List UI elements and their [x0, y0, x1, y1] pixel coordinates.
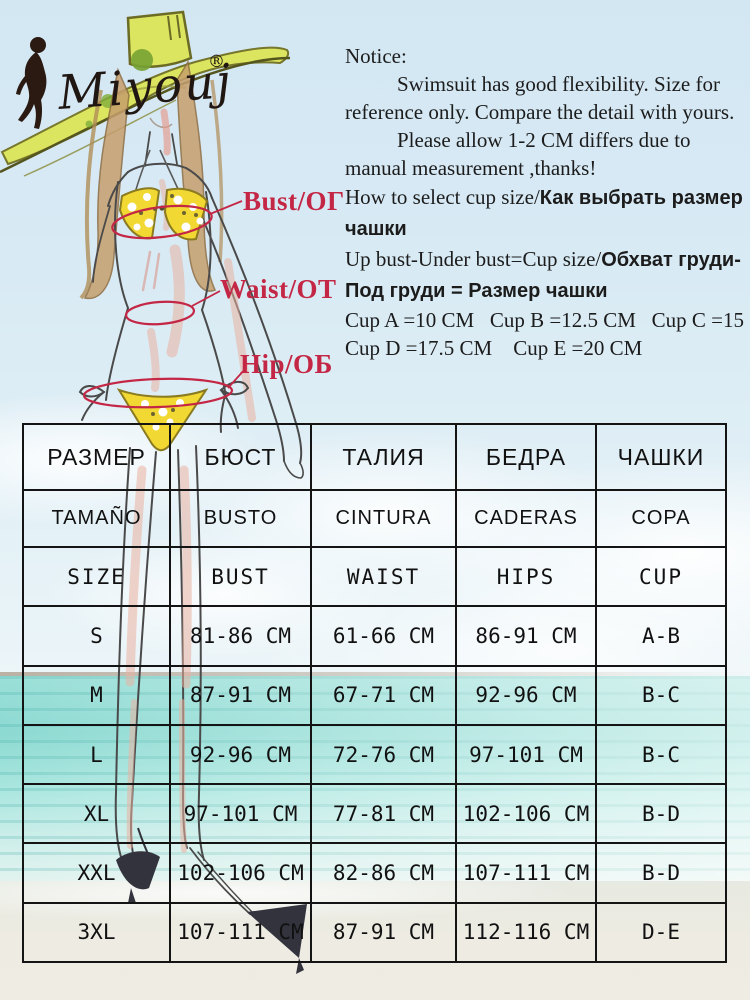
- size-table-cell: CADERAS: [455, 489, 597, 549]
- cup-select-ru: Как выбрать размер чашки: [345, 187, 743, 240]
- cup-select-line: How to select cup size/Как выбрать разме…: [345, 182, 745, 244]
- size-table-row: S 81-86 CM 61-66 CM 86-91 CM A-B: [22, 605, 727, 667]
- size-table-cell: XL: [22, 783, 171, 845]
- size-table-row: TAMAÑO BUSTO CINTURA CADERAS COPA: [22, 489, 727, 549]
- cup-formula-en: Up bust-Under bust=Cup size/: [345, 247, 602, 271]
- size-table-cell: 81-86 CM: [169, 605, 312, 667]
- cup-formula-line: Up bust-Under bust=Cup size/Обхват груди…: [345, 244, 745, 306]
- size-table-cell: D-E: [595, 901, 727, 964]
- size-table-cell: 112-116 CM: [455, 901, 597, 964]
- size-table-cell: 92-96 CM: [455, 664, 597, 726]
- size-table-cell: BUST: [169, 546, 312, 608]
- notice-paragraph-flexibility: Swimsuit has good flexibility. Size for …: [345, 72, 735, 124]
- waist-label: Waist/ОТ: [220, 274, 337, 304]
- size-table-cell: CINTURA: [310, 489, 457, 549]
- size-table-cell: S: [22, 605, 171, 667]
- cup-sizes-line-2: Cup D =17.5 CM Cup E =20 CM: [345, 336, 643, 360]
- size-table-cell: M: [22, 664, 171, 726]
- size-table-cell: 97-101 CM: [455, 723, 597, 786]
- size-table-cell: БЮСТ: [169, 422, 312, 492]
- size-table-cell: БЕДРА: [455, 422, 597, 492]
- cup-select-en: How to select cup size/: [345, 185, 540, 209]
- size-table-cell: 87-91 CM: [169, 664, 312, 726]
- size-table-cell: L: [22, 723, 171, 786]
- size-table-cell: B-D: [595, 842, 727, 904]
- size-table-body: РАЗМЕР БЮСТ ТАЛИЯ БЕДРА ЧАШКИ TAMAÑO BUSTO CINT…: [22, 422, 727, 964]
- size-table-cell: РАЗМЕР: [22, 422, 171, 492]
- notice-title: Notice:: [345, 44, 407, 68]
- size-table-cell: 67-71 CM: [310, 664, 457, 726]
- size-table-cell: 97-101 CM: [169, 783, 312, 845]
- size-table-cell: 87-91 CM: [310, 901, 457, 964]
- size-table-row: РАЗМЕР БЮСТ ТАЛИЯ БЕДРА ЧАШКИ: [22, 422, 727, 492]
- size-table-row: XXL 102-106 CM 82-86 CM 107-111 CM B-D: [22, 842, 727, 904]
- size-table-cell: WAIST: [310, 546, 457, 608]
- size-table-cell: ЧАШКИ: [595, 422, 727, 492]
- size-table-cell: BUSTO: [169, 489, 312, 549]
- size-table-cell: B-C: [595, 723, 727, 786]
- size-table-cell: B-C: [595, 664, 727, 726]
- size-table-cell: A-B: [595, 605, 727, 667]
- size-table-row: SIZE BUST WAIST HIPS CUP: [22, 546, 727, 608]
- size-table-cell: XXL: [22, 842, 171, 904]
- size-table-cell: 107-111 CM: [169, 901, 312, 964]
- size-table-row: M 87-91 CM 67-71 CM 92-96 CM B-C: [22, 664, 727, 726]
- size-table: РАЗМЕР БЮСТ ТАЛИЯ БЕДРА ЧАШКИ TAMAÑO BUSTO CINT…: [22, 422, 727, 964]
- size-table-cell: 3XL: [22, 901, 171, 964]
- hip-label: Hip/ОБ: [240, 349, 333, 379]
- size-table-cell: 102-106 CM: [455, 783, 597, 845]
- size-table-cell: 77-81 CM: [310, 783, 457, 845]
- woman-silhouette-icon: [16, 37, 47, 129]
- size-table-cell: 107-111 CM: [455, 842, 597, 904]
- notice-paragraph-measurement: Please allow 1-2 CM differs due to manua…: [345, 128, 691, 180]
- cup-formula-ru: Обхват груди-Под груди = Размер чашки: [345, 249, 741, 302]
- size-table-cell: TAMAÑO: [22, 489, 171, 549]
- size-table-cell: 86-91 CM: [455, 605, 597, 667]
- size-table-cell: 102-106 CM: [169, 842, 312, 904]
- cup-sizes-line-1: Cup A =10 CM Cup B =12.5 CM Cup C =15 CM: [345, 308, 750, 332]
- size-table-cell: 72-76 CM: [310, 723, 457, 786]
- size-table-row: XL 97-101 CM 77-81 CM 102-106 CM B-D: [22, 783, 727, 845]
- size-table-row: L 92-96 CM 72-76 CM 97-101 CM B-C: [22, 723, 727, 786]
- size-table-cell: HIPS: [455, 546, 597, 608]
- registered-mark: ®: [208, 52, 225, 72]
- size-table-cell: 82-86 CM: [310, 842, 457, 904]
- size-table-cell: CUP: [595, 546, 727, 608]
- notice-block: Notice: Swimsuit has good flexibility. S…: [345, 42, 750, 362]
- bust-label: Bust/ОГ: [243, 186, 345, 216]
- size-table-cell: SIZE: [22, 546, 171, 608]
- size-table-cell: COPA: [595, 489, 727, 549]
- size-table-cell: ТАЛИЯ: [310, 422, 457, 492]
- size-table-cell: 61-66 CM: [310, 605, 457, 667]
- size-table-cell: 92-96 CM: [169, 723, 312, 786]
- size-table-cell: B-D: [595, 783, 727, 845]
- size-table-row: 3XL 107-111 CM 87-91 CM 112-116 CM D-E: [22, 901, 727, 964]
- brand-logo: Miyouj ®: [12, 34, 242, 144]
